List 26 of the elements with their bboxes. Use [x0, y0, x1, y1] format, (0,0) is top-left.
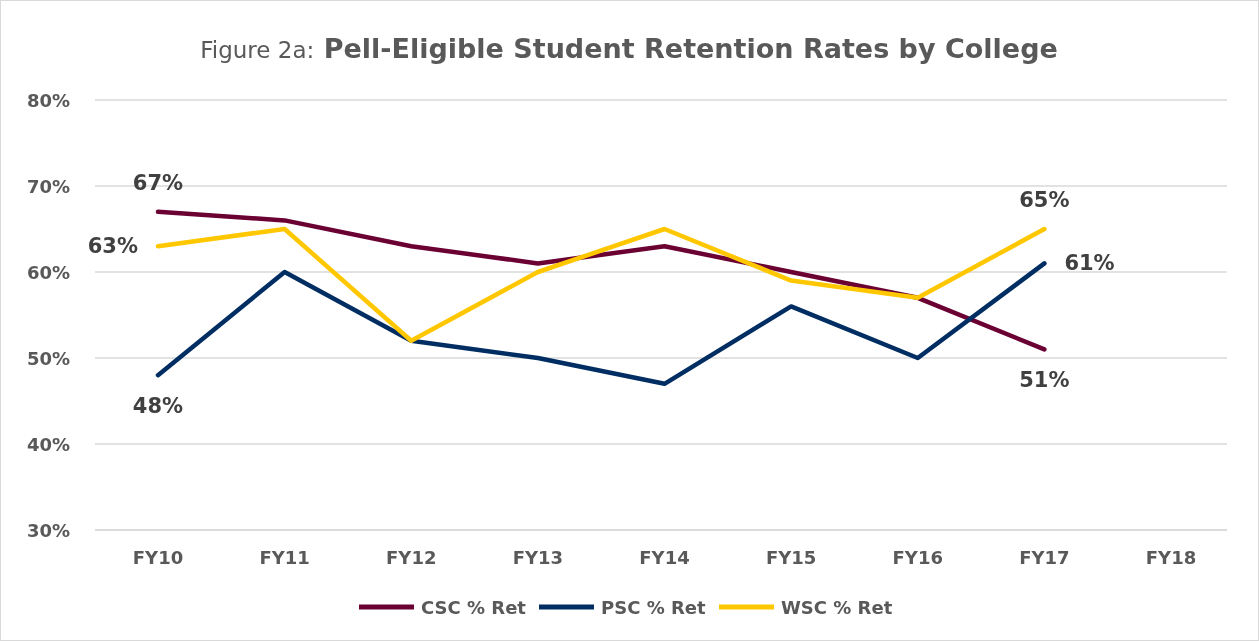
data-label: 61%	[1064, 251, 1115, 276]
data-label: 63%	[87, 234, 138, 259]
y-tick-label: 50%	[26, 348, 70, 369]
line-series	[155, 226, 1047, 344]
y-tick-label: 40%	[26, 434, 70, 455]
legend-label: WSC % Ret	[781, 597, 893, 618]
x-tick-label: FY13	[512, 547, 564, 568]
x-tick-label: FY10	[132, 547, 184, 568]
x-tick-label: FY18	[1145, 547, 1197, 568]
x-tick-label: FY16	[892, 547, 943, 568]
legend-label: CSC % Ret	[421, 597, 527, 618]
x-tick-label: FY11	[259, 547, 310, 568]
legend-label: PSC % Ret	[601, 597, 706, 618]
data-label: 67%	[132, 170, 184, 195]
y-tick-label: 70%	[26, 176, 70, 197]
data-label: 65%	[1019, 188, 1070, 212]
y-tick-label: 60%	[26, 262, 70, 283]
data-label: 51%	[1019, 368, 1070, 393]
data-label: 48%	[132, 394, 184, 419]
x-tick-label: FY12	[386, 547, 437, 568]
x-tick-label: FY17	[1019, 547, 1070, 568]
y-tick-label: 80%	[26, 90, 70, 111]
chart-title: Figure 2a: Pell-Eligible Student Retention Rates by College	[200, 33, 1058, 64]
x-tick-label: FY15	[765, 547, 817, 568]
y-tick-label: 30%	[26, 520, 70, 541]
x-tick-label: FY14	[639, 547, 690, 568]
